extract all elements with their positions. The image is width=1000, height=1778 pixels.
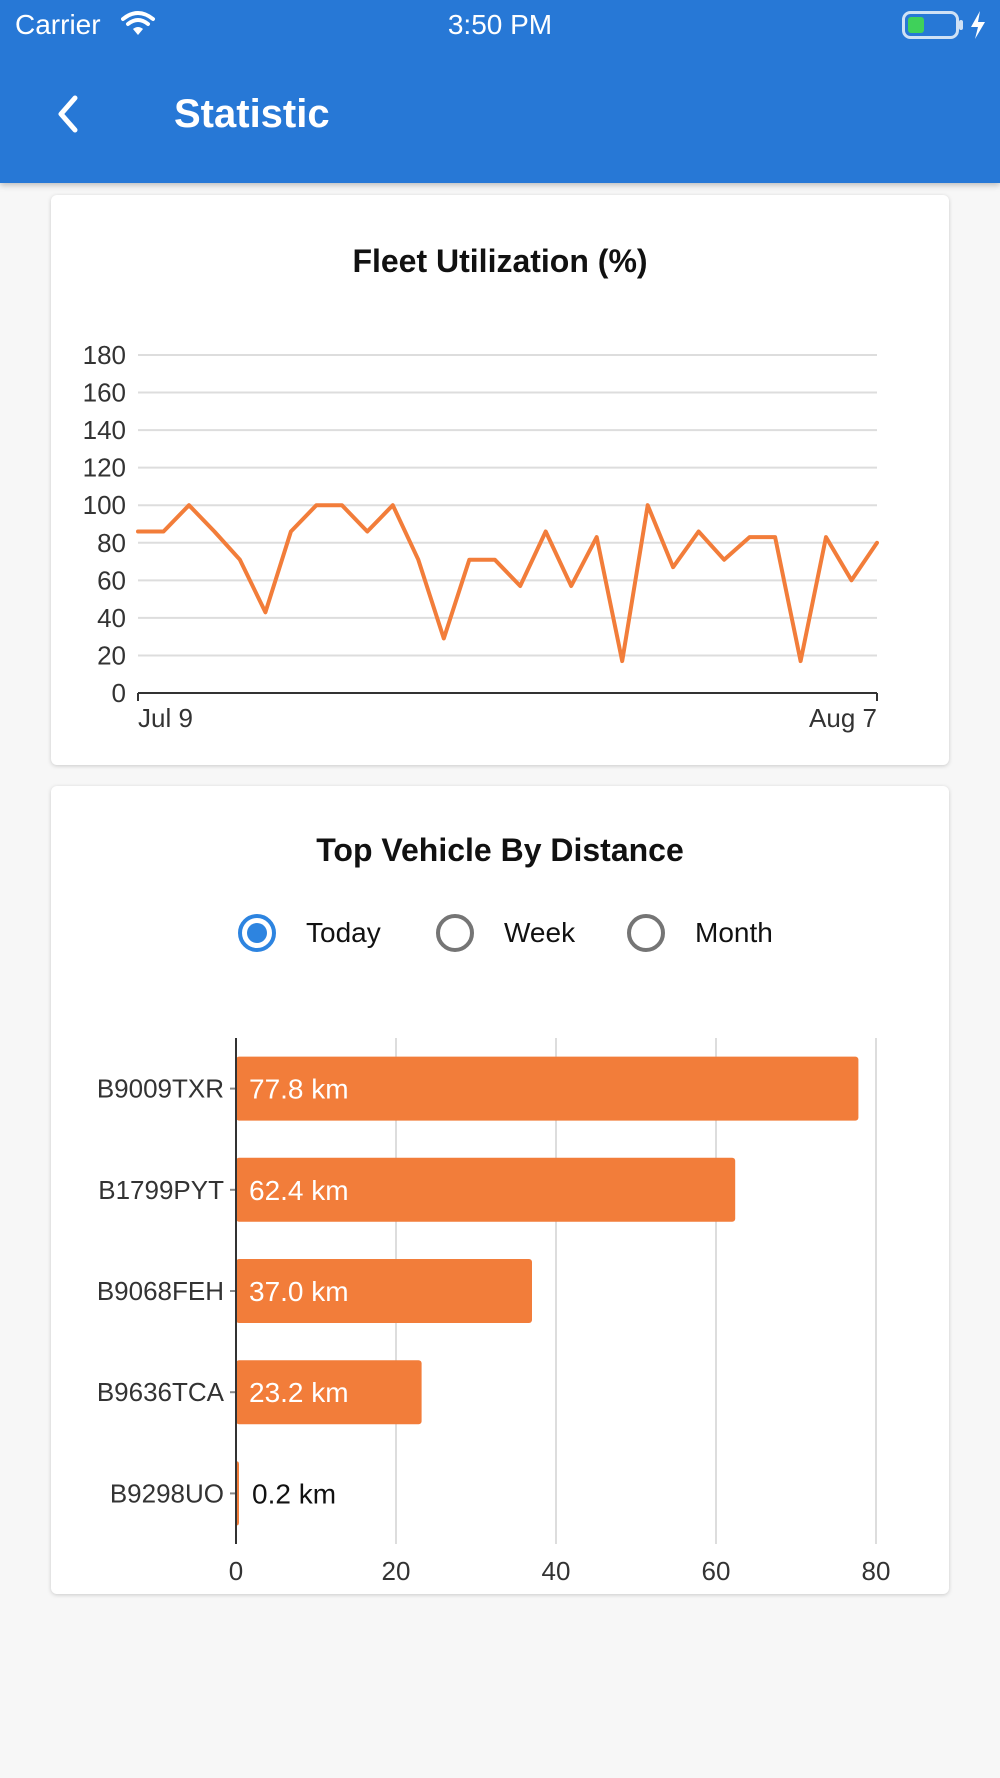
data-label: 37.0 km: [249, 1276, 349, 1307]
data-point: [314, 503, 318, 507]
data-point: [187, 503, 191, 507]
data-label: 77.8 km: [249, 1074, 349, 1105]
utilization-series-line: [136, 503, 879, 664]
navigation-row: Statistic: [0, 60, 1000, 172]
wifi-icon: [121, 10, 155, 41]
top-vehicle-card: Top Vehicle By Distance Today Week Month…: [51, 786, 949, 1594]
top-vehicle-title: Top Vehicle By Distance: [316, 832, 684, 868]
y-tick-label: 100: [83, 490, 126, 520]
fleet-utilization-chart: 0 20 40 60 80 100 120 140 160 180 Jul 9 Aug 7: [83, 340, 879, 733]
data-point: [416, 558, 420, 562]
y-tick-label: 80: [97, 528, 126, 558]
category-label: B9009TXR: [97, 1074, 224, 1104]
app-bar: Carrier 3:50 PM St: [0, 0, 1000, 183]
back-button[interactable]: [42, 88, 94, 140]
battery-icon: [902, 11, 964, 44]
x-tick-label: Jul 9: [138, 703, 193, 733]
data-point: [875, 541, 879, 545]
y-tick-label: 0: [112, 678, 126, 708]
y-tick-label: 180: [83, 340, 126, 370]
data-point: [442, 637, 446, 641]
radio-option-week[interactable]: Week: [436, 908, 575, 958]
x-tick-label: 40: [542, 1556, 571, 1586]
data-point: [365, 530, 369, 534]
category-label: B9068FEH: [97, 1276, 224, 1306]
bar-b9636tca: [236, 1360, 422, 1425]
bar-b9009txr: [236, 1056, 859, 1121]
page-title: Statistic: [174, 92, 330, 136]
data-point: [238, 558, 242, 562]
radio-month-icon: [627, 914, 665, 952]
data-point: [544, 530, 548, 534]
y-tick-label: 20: [97, 640, 126, 670]
x-tick-label: 0: [229, 1556, 243, 1586]
data-point: [773, 535, 777, 539]
period-radio-group: Today Week Month: [51, 908, 949, 958]
y-tick-label: 60: [97, 565, 126, 595]
status-bar: Carrier 3:50 PM: [0, 0, 1000, 50]
data-point: [799, 659, 803, 663]
category-label: B9298UO: [110, 1478, 224, 1508]
data-point: [340, 503, 344, 507]
x-tick-label: 80: [862, 1556, 891, 1586]
chevron-left-icon: [58, 95, 78, 133]
data-point: [289, 530, 293, 534]
charging-icon: [969, 10, 987, 45]
data-point: [646, 503, 650, 507]
top-vehicle-chart: 0 20 40 60 80 B9009TXR 77.8 km B1799PYT 62.4 km B…: [97, 1038, 891, 1586]
y-tick-label: 160: [83, 378, 126, 408]
radio-label-today: Today: [306, 917, 381, 948]
radio-week-icon: [436, 914, 474, 952]
data-label: 62.4 km: [249, 1175, 349, 1206]
data-point: [748, 535, 752, 539]
radio-label-month: Month: [695, 917, 773, 948]
data-point: [493, 558, 497, 562]
fleet-utilization-title: Fleet Utilization (%): [352, 243, 648, 279]
data-point: [569, 584, 573, 588]
radio-today-icon: [238, 914, 276, 952]
radio-label-week: Week: [504, 917, 576, 948]
data-point: [595, 535, 599, 539]
radio-option-today[interactable]: Today: [238, 908, 381, 958]
fleet-utilization-card: Fleet Utilization (%) 0 20 40 60 80 100 120 140…: [51, 195, 949, 765]
data-point: [697, 530, 701, 534]
data-point: [391, 503, 395, 507]
data-point: [212, 530, 216, 534]
data-point: [824, 535, 828, 539]
bar-b9068feh: [236, 1259, 532, 1323]
data-point: [136, 530, 140, 534]
data-point: [850, 578, 854, 582]
data-point: [161, 530, 165, 534]
status-time: 3:50 PM: [447, 9, 553, 40]
data-label: 23.2 km: [249, 1377, 349, 1408]
radio-option-month[interactable]: Month: [627, 908, 773, 958]
category-label: B9636TCA: [97, 1377, 225, 1407]
data-point: [518, 584, 522, 588]
data-point: [620, 659, 624, 663]
data-point: [671, 565, 675, 569]
bar-b1799pyt: [236, 1157, 736, 1222]
y-tick-label: 120: [83, 453, 126, 483]
y-tick-label: 40: [97, 603, 126, 633]
category-label: B1799PYT: [98, 1175, 224, 1205]
x-tick-label: 20: [382, 1556, 411, 1586]
x-tick-label: Aug 7: [809, 703, 877, 733]
data-point: [467, 558, 471, 562]
data-label: 0.2 km: [252, 1478, 336, 1509]
data-point: [263, 610, 267, 614]
y-tick-label: 140: [83, 415, 126, 445]
carrier-label: Carrier: [15, 9, 101, 40]
data-point: [722, 558, 726, 562]
x-tick-label: 60: [702, 1556, 731, 1586]
